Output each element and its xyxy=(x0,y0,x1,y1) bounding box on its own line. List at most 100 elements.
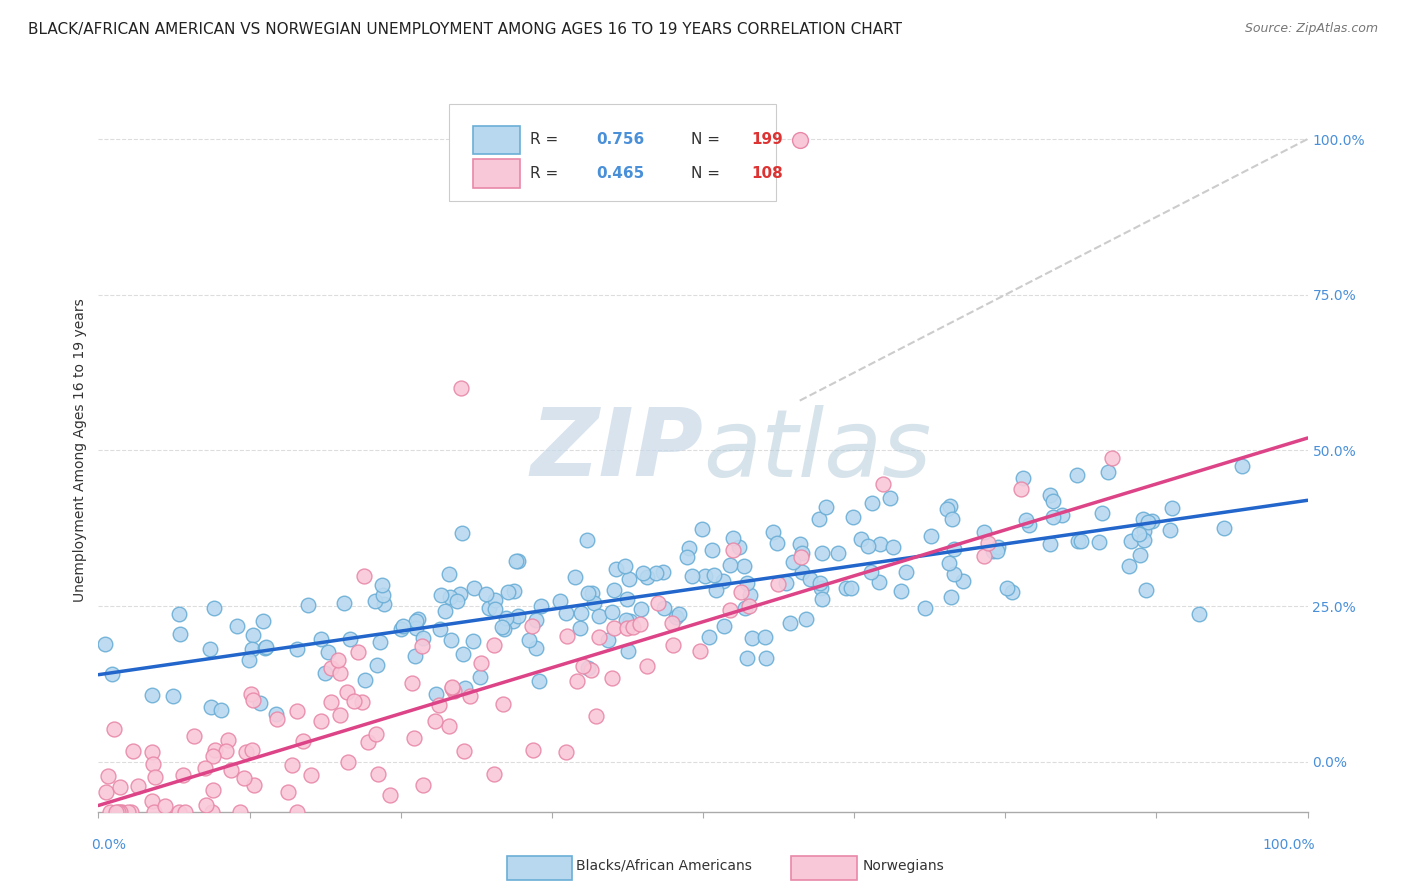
Point xyxy=(494,622,516,636)
Point xyxy=(430,588,453,602)
Point xyxy=(1039,537,1062,551)
Point xyxy=(121,744,143,758)
Point xyxy=(401,676,423,690)
Point xyxy=(721,531,744,545)
Point xyxy=(508,554,530,568)
Point xyxy=(811,591,834,606)
Point xyxy=(718,602,741,616)
Point xyxy=(939,500,962,514)
Point xyxy=(790,550,813,565)
Point xyxy=(183,729,205,743)
Point xyxy=(482,767,505,781)
Point xyxy=(519,633,541,648)
Point xyxy=(571,659,593,673)
Point xyxy=(496,584,519,599)
Point xyxy=(636,659,658,673)
Text: 0.756: 0.756 xyxy=(596,132,645,147)
Text: 100.0%: 100.0% xyxy=(1263,838,1315,852)
Point xyxy=(555,606,578,620)
Point xyxy=(754,651,776,665)
Point xyxy=(439,590,461,604)
Point xyxy=(665,610,688,624)
Point xyxy=(346,645,368,659)
Point xyxy=(782,555,804,569)
Point xyxy=(354,673,377,687)
Point xyxy=(520,618,543,632)
Point xyxy=(127,779,149,793)
Point xyxy=(364,727,387,741)
Point xyxy=(711,574,734,589)
Point xyxy=(405,614,427,628)
Point xyxy=(217,733,239,747)
Point xyxy=(977,535,1000,549)
Point xyxy=(735,651,758,665)
Point xyxy=(404,731,426,745)
Point xyxy=(879,491,901,506)
Point xyxy=(623,620,645,634)
Point xyxy=(860,496,883,510)
Point xyxy=(789,176,811,190)
Point xyxy=(661,616,683,631)
Point xyxy=(506,609,529,624)
Point xyxy=(617,572,640,586)
Point xyxy=(215,744,238,758)
Point xyxy=(811,546,834,560)
Point xyxy=(808,511,831,525)
Point xyxy=(603,621,626,635)
Point xyxy=(1213,521,1236,535)
Point xyxy=(252,615,274,629)
Point xyxy=(292,734,315,748)
Point xyxy=(738,599,761,613)
Point xyxy=(239,687,262,701)
Point xyxy=(364,594,387,608)
Point xyxy=(141,746,163,760)
Point xyxy=(588,608,610,623)
Point xyxy=(502,614,524,628)
Point xyxy=(775,575,797,590)
Point xyxy=(596,632,619,647)
Point xyxy=(702,542,724,557)
Point xyxy=(733,558,755,573)
Point xyxy=(1018,517,1040,532)
Point xyxy=(939,590,962,604)
Point xyxy=(371,588,394,602)
Point xyxy=(1101,451,1123,466)
Point xyxy=(1230,458,1253,473)
Point xyxy=(987,541,1010,555)
Point xyxy=(576,586,599,600)
Point xyxy=(1039,487,1062,501)
Point xyxy=(446,593,468,607)
Point xyxy=(470,670,492,684)
Point xyxy=(94,637,117,651)
Point xyxy=(839,581,862,595)
Point xyxy=(530,599,553,613)
Point xyxy=(799,572,821,586)
Point xyxy=(378,788,401,802)
Point xyxy=(495,611,517,625)
Point xyxy=(567,674,589,689)
Point xyxy=(1097,465,1119,479)
Point xyxy=(1050,508,1073,522)
Point xyxy=(564,570,586,584)
Point xyxy=(329,666,352,681)
Point xyxy=(411,640,433,654)
Point xyxy=(605,562,627,576)
Point xyxy=(914,600,936,615)
Point xyxy=(242,693,264,707)
Text: atlas: atlas xyxy=(703,405,931,496)
Point xyxy=(97,769,120,783)
Point xyxy=(319,695,342,709)
Point xyxy=(721,542,744,557)
Point xyxy=(943,567,966,582)
Point xyxy=(100,667,122,681)
Point xyxy=(681,569,703,583)
Point xyxy=(792,565,814,579)
Point xyxy=(491,620,513,634)
Point xyxy=(834,582,856,596)
Point xyxy=(412,631,434,645)
Point xyxy=(920,529,942,543)
Point xyxy=(169,627,191,641)
Point xyxy=(440,680,463,694)
Point xyxy=(343,694,366,708)
Point xyxy=(314,666,336,681)
